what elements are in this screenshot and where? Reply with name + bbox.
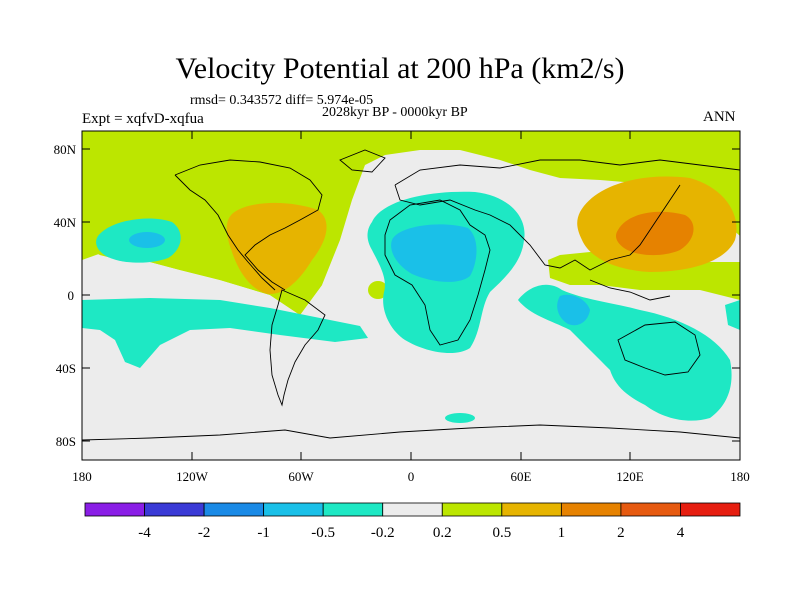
fill-indian-ocean-core xyxy=(557,294,590,326)
colorbar-label-8: 2 xyxy=(617,525,625,541)
australia-coast xyxy=(617,321,701,376)
africa-coast xyxy=(384,199,491,346)
rmsd-diff-stats: rmsd= 0.343572 diff= 5.974e-05 xyxy=(190,93,374,108)
north-america-west-coast xyxy=(174,174,276,291)
lon-ticks xyxy=(191,131,631,460)
colorbar-label-0: -4 xyxy=(138,525,151,541)
colorbar: -4 -2 -1 -0.5 -0.2 0.2 0.5 1 2 4 xyxy=(84,502,741,541)
colorbar-swatch-2 xyxy=(203,502,265,517)
fill-north-america-max xyxy=(226,202,327,295)
colorbar-label-5: 0.2 xyxy=(433,525,452,541)
season-label: ANN xyxy=(703,109,736,125)
colorbar-swatch-8 xyxy=(560,502,622,517)
lon-label-180w: 180 xyxy=(72,469,92,484)
lat-label-80s: 80S xyxy=(56,434,76,449)
colorbar-label-9: 4 xyxy=(677,525,685,541)
lon-label-180e: 180 xyxy=(730,469,750,484)
colorbar-label-6: 0.5 xyxy=(492,525,511,541)
map-title: Velocity Potential at 200 hPa (km2/s) xyxy=(175,52,625,85)
lon-label-0: 0 xyxy=(408,469,415,484)
lat-label-40s: 40S xyxy=(56,361,76,376)
south-america-coast xyxy=(269,289,326,407)
lat-ticks xyxy=(82,148,740,442)
lat-label-equator: 0 xyxy=(68,288,75,303)
colorbar-swatch-3 xyxy=(263,502,324,517)
fill-east-asia-peak xyxy=(616,211,694,256)
lon-label-120w: 120W xyxy=(176,469,209,484)
fill-pacific-edge xyxy=(82,236,110,260)
maritime-continent-coast xyxy=(589,279,671,301)
fill-atlantic-spot xyxy=(368,281,388,299)
north-america-coast xyxy=(174,159,323,291)
coastlines xyxy=(82,149,740,441)
colorbar-swatch-9 xyxy=(620,502,681,517)
eurasia-south-coast xyxy=(394,184,681,271)
colorbar-swatch-5 xyxy=(382,502,443,517)
lat-label-80n: 80N xyxy=(54,142,77,157)
antarctica-coast xyxy=(82,424,740,441)
fill-antarctic-spot xyxy=(445,413,475,423)
colorbar-swatch-4 xyxy=(322,502,384,517)
fill-sahara-min xyxy=(391,224,477,282)
colorbar-swatch-7 xyxy=(501,502,562,517)
lon-label-120e: 120E xyxy=(616,469,644,484)
colorbar-label-1: -2 xyxy=(198,525,211,541)
fill-pacific-core xyxy=(129,232,165,248)
eurasia-north-coast xyxy=(394,159,740,186)
fill-south-pacific-min xyxy=(82,298,368,368)
fill-pacific-east-edge xyxy=(725,300,740,330)
lon-label-60w: 60W xyxy=(288,469,314,484)
colorbar-label-4: -0.2 xyxy=(371,525,395,541)
colorbar-swatch-10 xyxy=(680,502,741,517)
greenland-coast xyxy=(339,149,386,173)
colorbar-label-3: -0.5 xyxy=(311,525,335,541)
colorbar-swatch-1 xyxy=(144,502,205,517)
experiment-label: Expt = xqfvD-xqfua xyxy=(82,111,204,127)
contour-fills xyxy=(82,131,740,460)
lat-label-40n: 40N xyxy=(54,215,77,230)
colorbar-label-7: 1 xyxy=(558,525,566,541)
colorbar-label-2: -1 xyxy=(257,525,270,541)
colorbar-swatch-6 xyxy=(441,502,503,517)
time-period-subtitle: 2028kyr BP - 0000kyr BP xyxy=(322,105,468,120)
lon-label-60e: 60E xyxy=(511,469,532,484)
colorbar-swatch-0 xyxy=(84,502,145,517)
